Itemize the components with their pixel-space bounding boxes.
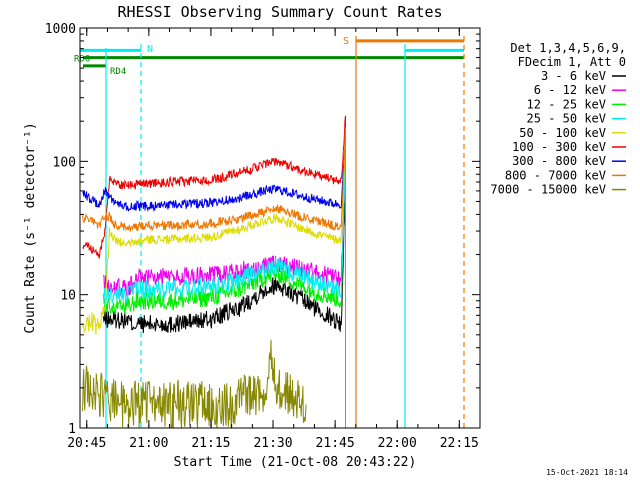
axes-layer: 20:45 21:00 21:15 21:30 21:45 22:00 22:15 1 10 10… bbox=[45, 22, 480, 451]
y-axis-label: Count Rate (s⁻¹ detector⁻¹) bbox=[23, 122, 38, 333]
x-tick-label-4: 21:45 bbox=[316, 436, 355, 451]
legend-label-0: 3 - 6 keV bbox=[541, 69, 606, 83]
legend-label-6: 300 - 800 keV bbox=[512, 154, 606, 168]
legend-label-1: 6 - 12 keV bbox=[534, 83, 606, 97]
x-tick-label-5: 22:00 bbox=[378, 436, 417, 451]
y-tick-label-3: 1000 bbox=[45, 22, 76, 37]
x-tick-label-1: 21:00 bbox=[129, 436, 168, 451]
x-tick-label-6: 22:15 bbox=[440, 436, 479, 451]
y-tick-label-0: 1 bbox=[68, 422, 76, 437]
legend-label-7: 800 - 7000 keV bbox=[505, 168, 606, 182]
series-layer bbox=[82, 115, 346, 429]
rd4-flag-label: RD4 bbox=[110, 67, 126, 77]
x-tick-label-0: 20:45 bbox=[67, 436, 106, 451]
plot-frame bbox=[79, 27, 481, 429]
series-line-3 bbox=[102, 161, 346, 428]
legend-label-3: 25 - 50 keV bbox=[527, 112, 606, 126]
legend-label-2: 12 - 25 keV bbox=[527, 97, 606, 111]
series-line-8 bbox=[82, 339, 307, 429]
series-line-2 bbox=[102, 161, 346, 428]
legend-header-2: FDecim 1, Att 0 bbox=[518, 55, 626, 69]
legend-label-5: 100 - 300 keV bbox=[512, 140, 606, 154]
legend-label-4: 50 - 100 keV bbox=[519, 126, 606, 140]
night-flag-label: N bbox=[147, 44, 153, 55]
rd0-flag-label: RD0 bbox=[74, 55, 90, 65]
y-tick-label-1: 10 bbox=[60, 289, 76, 304]
legend-label-8: 7000 - 15000 keV bbox=[490, 183, 606, 197]
x-tick-label-2: 21:15 bbox=[191, 436, 230, 451]
x-axis-label: Start Time (21-Oct-08 20:43:22) bbox=[174, 455, 417, 470]
series-line-5 bbox=[82, 115, 346, 428]
chart-title: RHESSI Observing Summary Count Rates bbox=[117, 3, 442, 21]
series-line-7 bbox=[82, 127, 346, 428]
x-tick-label-3: 21:30 bbox=[253, 436, 292, 451]
flags-layer: RD0 RD4 N S bbox=[74, 36, 465, 428]
series-line-0 bbox=[102, 181, 346, 428]
series-line-4 bbox=[82, 141, 346, 428]
legend-header-1: Det 1,3,4,5,6,9, bbox=[510, 41, 626, 55]
legend: Det 1,3,4,5,6,9, FDecim 1, Att 0 3 - 6 k… bbox=[490, 41, 626, 197]
saa-flag-label: S bbox=[343, 36, 349, 47]
series-line-6 bbox=[82, 137, 346, 428]
footer-timestamp: 15-Oct-2021 18:14 bbox=[546, 468, 628, 477]
y-tick-label-2: 100 bbox=[53, 155, 76, 170]
